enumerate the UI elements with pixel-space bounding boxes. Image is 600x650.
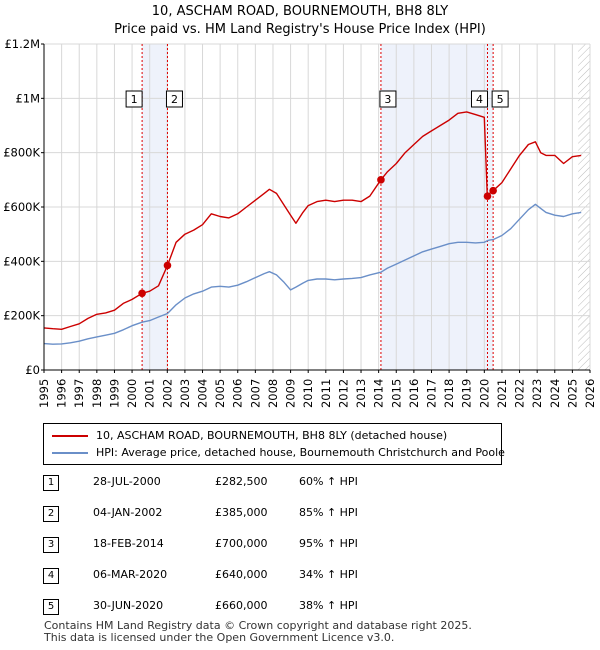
legend-label-hpi: HPI: Average price, detached house, Bour… <box>96 446 505 459</box>
row-date: 28-JUL-2000 <box>93 475 161 488</box>
y-tick-label: £600K <box>3 200 40 214</box>
row-date: 06-MAR-2020 <box>93 568 168 581</box>
row-number-badge: 2 <box>43 506 59 522</box>
x-tick-label: 2025 <box>565 379 579 408</box>
x-tick-label: 2021 <box>495 379 509 408</box>
row-price: £282,500 <box>215 475 268 488</box>
x-tick-label: 1997 <box>72 379 86 408</box>
transaction-point <box>377 176 385 184</box>
row-hpi-change: 38% ↑ HPI <box>299 599 358 612</box>
transaction-label-2: 2 <box>165 90 183 108</box>
row-price: £700,000 <box>215 537 268 550</box>
x-tick-label: 2023 <box>530 379 544 408</box>
row-date: 30-JUN-2020 <box>93 599 164 612</box>
transaction-point <box>489 186 497 195</box>
x-tick-label: 2018 <box>442 379 456 408</box>
row-number-badge: 3 <box>43 537 59 553</box>
x-tick-label: 2015 <box>389 379 403 408</box>
transaction-label-box <box>125 90 143 108</box>
chart-subtitle: Price paid vs. HM Land Registry's House … <box>114 22 486 37</box>
x-tick-label: 2016 <box>407 379 421 408</box>
legend-swatch-property <box>52 435 88 437</box>
x-tick-label: 2020 <box>477 379 491 408</box>
row-price: £640,000 <box>215 568 268 581</box>
transaction-label-3: 3 <box>379 90 397 108</box>
x-tick-label: 2006 <box>231 379 245 408</box>
x-tick-label: 2008 <box>266 379 280 408</box>
x-tick-label: 2019 <box>460 379 474 408</box>
row-date: 04-JAN-2002 <box>93 506 163 519</box>
transaction-label-box <box>379 90 397 108</box>
x-tick-label: 1995 <box>37 379 51 408</box>
x-tick-label: 2005 <box>213 379 227 408</box>
row-hpi-change: 60% ↑ HPI <box>299 475 358 488</box>
x-tick-label: 2013 <box>354 379 368 408</box>
hpi-line <box>43 203 582 345</box>
transaction-label-box <box>470 90 488 108</box>
y-tick-label: £200K <box>3 309 40 323</box>
x-tick-label: 2007 <box>248 379 262 408</box>
x-tick-label: 2000 <box>125 379 139 408</box>
row-number-badge: 4 <box>43 568 59 584</box>
x-tick-label: 2010 <box>301 379 315 408</box>
row-number-badge: 1 <box>43 475 59 491</box>
x-tick-label: 1996 <box>55 379 69 408</box>
transaction-label-text: 2 <box>171 93 178 106</box>
table-row: 1 28-JUL-2000 £282,500 60% ↑ HPI <box>43 475 443 491</box>
row-price: £660,000 <box>215 599 268 612</box>
chart-title: 10, ASCHAM ROAD, BOURNEMOUTH, BH8 8LY <box>151 4 449 19</box>
transaction-label-text: 5 <box>497 93 504 106</box>
y-tick-label: £400K <box>3 254 40 268</box>
legend-label-property: 10, ASCHAM ROAD, BOURNEMOUTH, BH8 8LY (d… <box>96 429 448 442</box>
transaction-label-1: 1 <box>125 90 143 108</box>
footer-copyright: Contains HM Land Registry data © Crown c… <box>44 619 472 632</box>
row-hpi-change: 95% ↑ HPI <box>299 537 358 550</box>
table-row: 2 04-JAN-2002 £385,000 85% ↑ HPI <box>43 506 443 522</box>
x-tick-label: 2024 <box>548 379 562 408</box>
x-tick-label: 1998 <box>90 379 104 408</box>
legend: 10, ASCHAM ROAD, BOURNEMOUTH, BH8 8LY (d… <box>43 423 505 465</box>
footer-licence: This data is licensed under the Open Gov… <box>44 631 395 644</box>
x-tick-label: 2003 <box>178 379 192 408</box>
transaction-label-5: 5 <box>491 90 509 108</box>
transaction-label-text: 4 <box>476 93 483 106</box>
transaction-label-box <box>165 90 183 108</box>
x-tick-label: 2011 <box>319 379 333 408</box>
transaction-point <box>483 192 492 200</box>
x-tick-label: 2014 <box>372 379 386 408</box>
y-tick-label: £800K <box>3 146 40 160</box>
legend-swatch-hpi <box>52 452 88 454</box>
transaction-label-4: 4 <box>470 90 488 108</box>
transaction-label-text: 1 <box>131 93 138 106</box>
x-tick-label: 2017 <box>424 379 438 408</box>
x-tick-label: 2022 <box>513 379 527 408</box>
x-tick-label: 2002 <box>160 379 174 408</box>
transaction-point <box>163 261 172 270</box>
row-hpi-change: 85% ↑ HPI <box>299 506 358 519</box>
price-chart: 1 2 3 4 5 £0 £200K £400K £600K £800K £1M £1.2M 1995 1… <box>3 37 597 408</box>
row-price: £385,000 <box>215 506 268 519</box>
table-row: 3 18-FEB-2014 £700,000 95% ↑ HPI <box>43 537 443 553</box>
legend-item-hpi: HPI: Average price, detached house, Bour… <box>52 446 505 459</box>
table-row: 5 30-JUN-2020 £660,000 38% ↑ HPI <box>43 599 443 615</box>
footer: Contains HM Land Registry data © Crown c… <box>44 620 472 644</box>
row-hpi-change: 34% ↑ HPI <box>299 568 358 581</box>
y-tick-label: £1.2M <box>4 37 40 51</box>
x-tick-label: 2001 <box>143 379 157 408</box>
x-tick-label: 2009 <box>284 379 298 408</box>
table-row: 4 06-MAR-2020 £640,000 34% ↑ HPI <box>43 568 443 584</box>
row-date: 18-FEB-2014 <box>93 537 164 550</box>
x-tick-label: 2026 <box>583 379 597 408</box>
transaction-label-text: 3 <box>384 93 391 106</box>
y-tick-label: £1M <box>15 91 40 105</box>
transaction-label-box <box>491 90 509 108</box>
x-tick-label: 1999 <box>107 379 121 408</box>
legend-item-property: 10, ASCHAM ROAD, BOURNEMOUTH, BH8 8LY (d… <box>52 429 447 442</box>
row-number-badge: 5 <box>43 599 59 615</box>
y-tick-label: £0 <box>25 363 40 377</box>
transaction-point <box>138 289 146 298</box>
x-tick-label: 2012 <box>336 379 350 408</box>
x-tick-label: 2004 <box>196 379 210 408</box>
